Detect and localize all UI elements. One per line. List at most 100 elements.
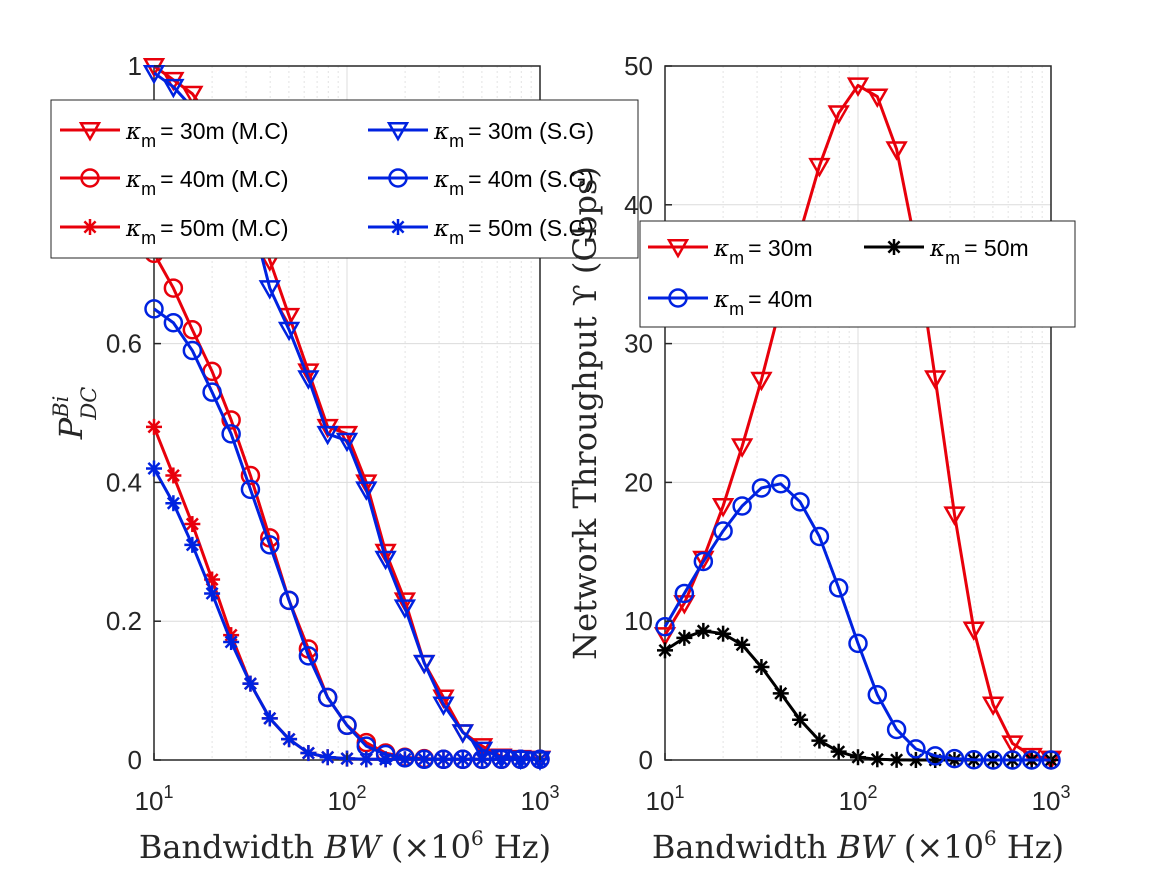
data-point [184,536,201,553]
x-tick-label: 102 [328,782,367,816]
legend-marker [80,168,100,188]
data-point [146,418,162,435]
data-point [962,621,985,642]
data-point [279,590,299,611]
legend-marker [78,122,102,142]
data-point [432,696,455,716]
data-point [297,370,320,390]
data-point [830,743,847,760]
legend-item: κm = 50m (M.C) [60,215,289,248]
data-point [808,157,831,178]
legend-label: κm = 30m [713,235,813,268]
x-tick-label: 103 [1032,782,1071,816]
data-point [792,711,809,728]
data-point [943,506,966,526]
data-point [181,85,204,106]
data-point [435,751,452,768]
legend-item: κm = 30m (M.C) [60,118,289,151]
data-point [300,745,317,762]
legend-item: κm = 30m (S.G) [368,118,594,151]
y-tick-label: 10 [624,606,653,636]
data-point [693,551,714,572]
x-tick-label: 101 [135,782,174,816]
data-point [319,749,336,766]
data-point [451,724,474,744]
data-point [1001,735,1024,755]
series-0 [653,77,1063,771]
data-point [885,141,908,161]
data-point [827,105,850,125]
data-point [846,77,870,97]
data-point [221,424,241,444]
y-tick-label: 0.4 [106,467,142,497]
data-point [653,627,677,647]
series-line [663,482,1051,762]
left-chart-xlabel: Bandwidth BW (×106 Hz) [139,826,551,866]
data-point [474,751,491,768]
data-point [674,583,695,604]
legend-item: κm = 40m [648,286,813,319]
legend-label: κm = 50m (M.C) [125,215,289,248]
data-point [413,654,436,675]
right-chart-legend-box [639,220,1076,328]
data-point [828,578,849,598]
data-point [182,319,203,340]
data-point [163,278,184,298]
y-tick-label: 40 [624,190,653,220]
legend-marker [668,288,688,308]
data-point [750,371,773,392]
left-chart: 0 0.2 0.4 0.6 1 101 102 103 PBi DC Bandwidth BW … [49,51,639,866]
data-point [983,750,1003,770]
x-tick-label: 102 [839,782,878,816]
data-point [657,642,673,659]
left-chart-ylabel: PBi DC [49,387,101,441]
data-point [734,636,751,653]
legend-label: κm = 30m (M.C) [125,118,289,151]
data-point [182,340,203,361]
data-point [202,382,222,402]
data-point [790,492,810,512]
legend-marker [386,122,410,142]
data-point [260,535,280,555]
data-point [355,481,378,501]
data-point [144,299,164,319]
data-point [730,438,754,458]
data-point [732,496,752,516]
series-2 [655,474,1061,770]
left-chart-legend-box [50,99,639,259]
data-point [924,370,947,390]
data-point [713,521,733,541]
data-point [676,629,693,646]
data-point [944,748,965,769]
data-point [165,495,182,512]
right-chart-ylabel: Network Throughput ϒ (Gbps) [566,166,604,660]
data-point [454,751,471,768]
data-point [981,696,1005,716]
data-point [396,751,413,768]
data-point [240,479,261,500]
data-point [715,625,732,642]
legend-label: κm = 40m (M.C) [125,166,289,199]
data-point [695,622,712,639]
data-point [493,751,510,768]
legend-item: κm = 50m [864,235,1029,268]
legend-marker [886,239,902,255]
data-point [204,585,221,602]
y-tick-label: 0 [639,745,653,775]
data-point [163,313,184,333]
legend-label: κm = 50m [929,235,1029,268]
data-point [1002,750,1023,770]
series-line [663,83,1052,761]
data-point [316,425,339,446]
data-point [906,739,926,759]
data-point [358,751,375,768]
data-point [337,715,357,736]
legend-marker [666,239,690,259]
data-point [221,410,241,430]
y-tick-label: 50 [624,51,653,81]
data-point [277,321,301,342]
right-chart-legend: κm = 30m κm = 50m κm = 40m [639,220,1076,328]
y-tick-label: 0.2 [106,606,142,636]
data-point [925,746,945,766]
